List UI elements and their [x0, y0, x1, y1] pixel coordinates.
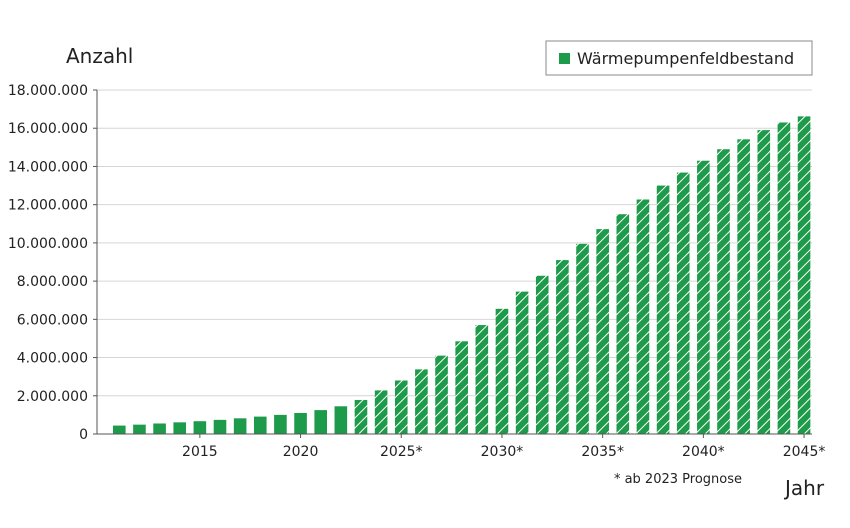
- y-axis-title: Anzahl: [66, 44, 133, 68]
- bar-2012: [133, 424, 146, 434]
- bar-2037: [636, 199, 650, 434]
- axes: [93, 89, 812, 438]
- bar-2042: [737, 139, 750, 434]
- bar-2038: [656, 185, 670, 434]
- bar-2041: [717, 149, 730, 435]
- x-axis-title: Jahr: [783, 476, 825, 500]
- bar-2031: [515, 291, 529, 434]
- x-tick-label: 2035*: [581, 444, 624, 460]
- bar-2029: [475, 325, 489, 434]
- y-tick-label: 6.000.000: [17, 312, 88, 328]
- bar-2035: [596, 229, 609, 434]
- bar-2039: [676, 172, 690, 434]
- bar-2033: [556, 260, 569, 434]
- bar-2024: [374, 390, 388, 434]
- bar-2032: [535, 275, 549, 434]
- forecast-footnote: * ab 2023 Prognose: [614, 472, 742, 487]
- legend-label: Wärmepumpenfeldbestand: [577, 49, 794, 68]
- y-tick-label: 0: [79, 427, 88, 443]
- bar-2018: [253, 416, 267, 434]
- legend-box: [545, 40, 813, 76]
- y-tick-label: 10.000.000: [8, 236, 88, 252]
- y-tick-label: 16.000.000: [8, 121, 88, 137]
- x-tick-label: 2020: [283, 444, 319, 460]
- gridlines: [97, 89, 812, 397]
- bar-2026: [415, 369, 428, 434]
- bar-2011: [113, 425, 126, 434]
- legend-swatch: [559, 53, 570, 64]
- x-tick-label: 2045*: [783, 444, 826, 460]
- bars: [113, 116, 811, 435]
- bar-2036: [616, 214, 630, 434]
- bar-2019: [274, 414, 287, 434]
- y-tick-label: 8.000.000: [17, 274, 88, 290]
- bar-2015: [193, 421, 207, 434]
- bar-2043: [757, 130, 771, 434]
- bar-2023: [354, 399, 368, 434]
- x-tick-label: 2030*: [481, 444, 524, 460]
- legend: Wärmepumpenfeldbestand: [545, 40, 813, 76]
- y-tick-label: 14.000.000: [8, 159, 88, 175]
- bar-2016: [213, 419, 227, 434]
- bar-2017: [233, 418, 247, 434]
- y-tick-label: 2.000.000: [17, 389, 88, 405]
- y-tick-label: 12.000.000: [8, 198, 88, 214]
- bar-2014: [173, 422, 187, 434]
- bar-2030: [495, 308, 509, 434]
- bar-2028: [455, 341, 468, 434]
- x-tick-labels: 2015 2020 2025* 2030* 2035* 2040* 2045*: [182, 444, 825, 460]
- bar-2045: [797, 116, 811, 435]
- y-tick-label: 18.000.000: [8, 83, 88, 99]
- bar-2040: [697, 160, 710, 434]
- x-tick-label: 2015: [182, 444, 218, 460]
- x-tick-label: 2025*: [380, 444, 423, 460]
- bar-2034: [576, 243, 589, 434]
- bar-2025: [394, 380, 408, 434]
- y-tick-label: 4.000.000: [17, 351, 88, 367]
- x-tick-label: 2040*: [682, 444, 725, 460]
- bar-2022: [334, 406, 348, 434]
- bar-2013: [153, 423, 166, 434]
- bar-2044: [777, 122, 791, 435]
- y-tick-labels: 0 2.000.000 4.000.000 6.000.000 8.000.000 10.…: [8, 83, 88, 443]
- bar-2020: [294, 412, 307, 434]
- bar-2027: [435, 355, 448, 434]
- bar-2021: [314, 410, 327, 434]
